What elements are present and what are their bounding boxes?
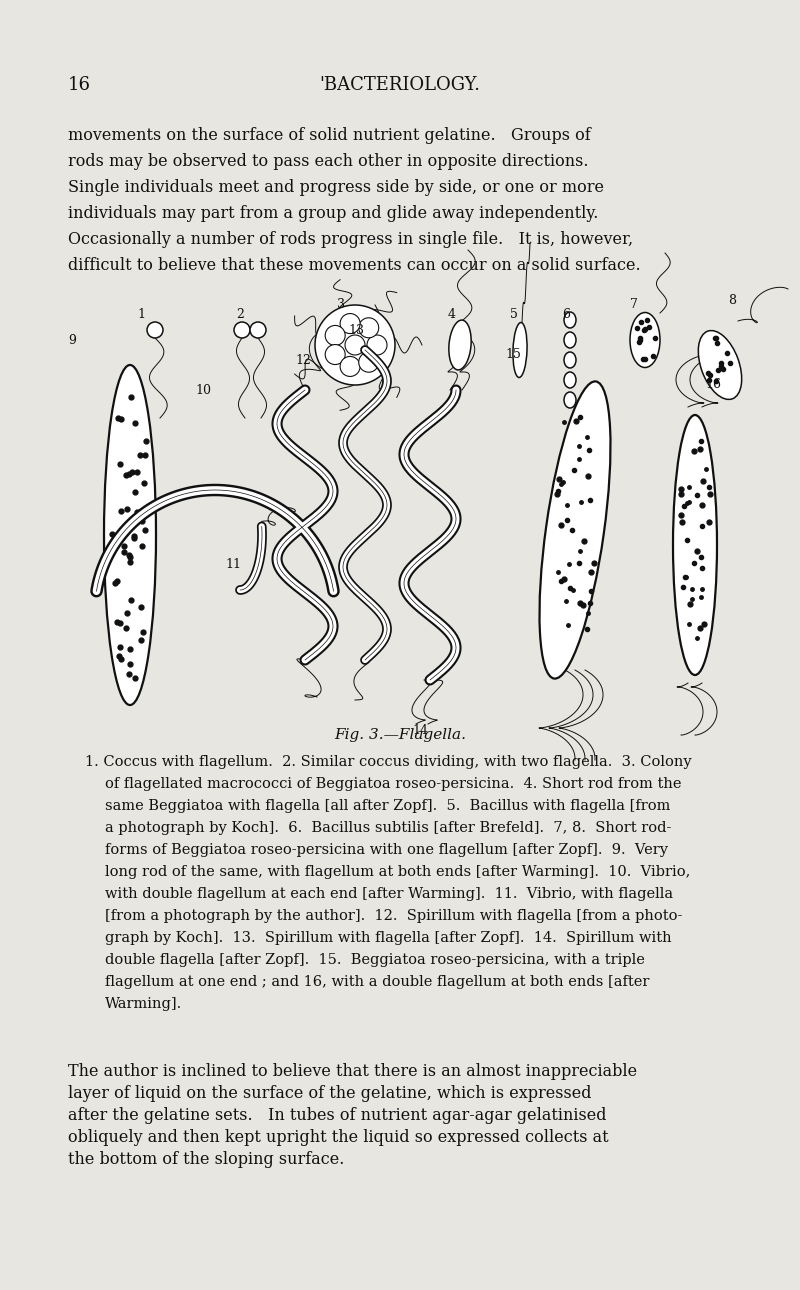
Text: 15: 15 <box>505 348 521 361</box>
Text: 7: 7 <box>630 298 638 311</box>
Text: after the gelatine sets.   In tubes of nutrient agar-agar gelatinised: after the gelatine sets. In tubes of nut… <box>68 1107 606 1124</box>
Text: 8: 8 <box>728 294 736 307</box>
Text: [from a photograph by the author].  12.  Spirillum with flagella [from a photo-: [from a photograph by the author]. 12. S… <box>105 909 682 924</box>
Text: Warming].: Warming]. <box>105 997 182 1011</box>
Ellipse shape <box>564 372 576 388</box>
Text: flagellum at one end ; and 16, with a double flagellum at both ends [after: flagellum at one end ; and 16, with a do… <box>105 975 650 989</box>
Text: double flagella [after Zopf].  15.  Beggiatoa roseo-persicina, with a triple: double flagella [after Zopf]. 15. Beggia… <box>105 953 645 968</box>
Text: forms of Beggiatoa roseo-persicina with one flagellum [after Zopf].  9.  Very: forms of Beggiatoa roseo-persicina with … <box>105 842 668 857</box>
Text: with double flagellum at each end [after Warming].  11.  Vibrio, with flagella: with double flagellum at each end [after… <box>105 888 673 900</box>
Text: 13: 13 <box>348 324 364 337</box>
Ellipse shape <box>539 382 610 679</box>
Ellipse shape <box>564 392 576 408</box>
Text: 2: 2 <box>236 308 244 321</box>
Ellipse shape <box>698 330 742 400</box>
Ellipse shape <box>250 322 266 338</box>
Text: Occasionally a number of rods progress in single file.   It is, however,: Occasionally a number of rods progress i… <box>68 231 633 248</box>
Text: layer of liquid on the surface of the gelatine, which is expressed: layer of liquid on the surface of the ge… <box>68 1085 591 1102</box>
Ellipse shape <box>345 335 365 355</box>
Text: 5: 5 <box>510 308 518 321</box>
Text: the bottom of the sloping surface.: the bottom of the sloping surface. <box>68 1151 344 1167</box>
Ellipse shape <box>564 312 576 328</box>
Text: 4: 4 <box>448 308 456 321</box>
Ellipse shape <box>673 415 717 675</box>
Ellipse shape <box>358 352 378 373</box>
Ellipse shape <box>358 317 378 338</box>
Ellipse shape <box>325 325 345 346</box>
Text: 11: 11 <box>225 559 241 571</box>
Ellipse shape <box>367 335 387 355</box>
Ellipse shape <box>315 304 395 384</box>
Text: 14: 14 <box>412 724 428 737</box>
Text: of flagellated macrococci of Beggiatoa roseo-persicina.  4. Short rod from the: of flagellated macrococci of Beggiatoa r… <box>105 777 682 791</box>
Text: same Beggiatoa with flagella [all after Zopf].  5.  Bacillus with flagella [from: same Beggiatoa with flagella [all after … <box>105 799 670 813</box>
Ellipse shape <box>564 352 576 368</box>
Ellipse shape <box>234 322 250 338</box>
Text: graph by Koch].  13.  Spirillum with flagella [after Zopf].  14.  Spirillum with: graph by Koch]. 13. Spirillum with flage… <box>105 931 672 946</box>
Text: 16: 16 <box>705 378 721 391</box>
Text: 6: 6 <box>562 308 570 321</box>
Ellipse shape <box>147 322 163 338</box>
Ellipse shape <box>564 332 576 348</box>
Text: 1: 1 <box>137 308 145 321</box>
Text: 16: 16 <box>68 76 91 94</box>
Ellipse shape <box>449 320 471 370</box>
Ellipse shape <box>340 356 360 377</box>
Text: a photograph by Koch].  6.  Bacillus subtilis [after Brefeld].  7, 8.  Short rod: a photograph by Koch]. 6. Bacillus subti… <box>105 820 671 835</box>
Ellipse shape <box>630 312 660 368</box>
Text: Fig. 3.—Flagella.: Fig. 3.—Flagella. <box>334 728 466 742</box>
Text: individuals may part from a group and glide away independently.: individuals may part from a group and gl… <box>68 205 598 222</box>
Text: long rod of the same, with flagellum at both ends [after Warming].  10.  Vibrio,: long rod of the same, with flagellum at … <box>105 866 690 878</box>
Text: 10: 10 <box>195 383 211 396</box>
Text: The author is inclined to believe that there is an almost inappreciable: The author is inclined to believe that t… <box>68 1063 637 1080</box>
Text: Single individuals meet and progress side by side, or one or more: Single individuals meet and progress sid… <box>68 178 604 196</box>
Ellipse shape <box>104 365 156 706</box>
Text: 3: 3 <box>337 298 345 311</box>
Text: 9: 9 <box>68 334 76 347</box>
Ellipse shape <box>325 344 345 365</box>
Text: 12: 12 <box>295 353 311 366</box>
Text: 1. Coccus with flagellum.  2. Similar coccus dividing, with two flagella.  3. Co: 1. Coccus with flagellum. 2. Similar coc… <box>85 755 692 769</box>
Text: difficult to believe that these movements can occur on a solid surface.: difficult to believe that these movement… <box>68 257 641 273</box>
Text: obliquely and then kept upright the liquid so expressed collects at: obliquely and then kept upright the liqu… <box>68 1129 609 1146</box>
Text: rods may be observed to pass each other in opposite directions.: rods may be observed to pass each other … <box>68 152 589 169</box>
Text: 'BACTERIOLOGY.: 'BACTERIOLOGY. <box>319 76 481 94</box>
Ellipse shape <box>513 322 527 378</box>
Ellipse shape <box>340 313 360 334</box>
Text: movements on the surface of solid nutrient gelatine.   Groups of: movements on the surface of solid nutrie… <box>68 126 590 143</box>
